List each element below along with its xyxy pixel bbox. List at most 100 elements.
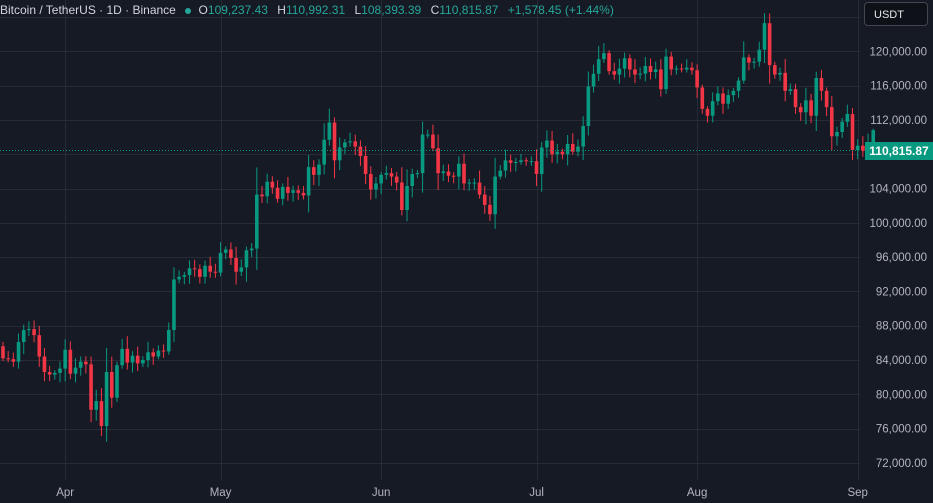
candle-body	[498, 170, 503, 177]
candle	[643, 57, 648, 82]
candle-body	[78, 361, 83, 368]
candle	[151, 348, 156, 365]
candle-body	[695, 70, 699, 88]
candle-body	[6, 358, 10, 360]
candle	[47, 365, 52, 382]
candle-body	[612, 71, 617, 75]
candle-body	[819, 78, 824, 91]
candle	[861, 136, 865, 157]
candle-body	[679, 68, 684, 70]
candle	[343, 139, 347, 155]
time-axis[interactable]: Apr May Jun Jul Aug Sep	[56, 487, 868, 499]
candle-body	[358, 146, 363, 156]
candle	[659, 59, 663, 97]
candle	[78, 356, 83, 376]
candle	[223, 246, 228, 260]
candle	[622, 52, 627, 78]
candle-body	[736, 80, 741, 91]
candle	[322, 123, 326, 175]
candle-body	[576, 146, 580, 152]
y-tick-label: 104,000.00	[869, 184, 927, 196]
candle	[814, 71, 819, 132]
candle	[451, 172, 456, 184]
candle	[27, 321, 31, 336]
low-label: L	[354, 3, 362, 17]
candle	[462, 153, 466, 191]
candle-body	[213, 271, 218, 273]
candle-body	[503, 160, 508, 171]
candle-body	[633, 69, 637, 75]
candle-body	[835, 132, 839, 137]
candle-body	[731, 90, 736, 96]
currency-button[interactable]: USDT	[864, 2, 928, 26]
candle-body	[602, 53, 606, 60]
candle-body	[187, 268, 192, 276]
candle	[130, 351, 135, 373]
y-tick-label: 72,000.00	[876, 458, 927, 470]
candle-body	[99, 401, 104, 426]
candle	[374, 177, 378, 199]
candle-body	[115, 365, 119, 398]
candle	[488, 196, 492, 221]
candle-body	[488, 204, 492, 215]
price-axis[interactable]: 72,000.00 76,000.00 80,000.00 84,000.00 88,0…	[869, 12, 927, 470]
candle	[353, 134, 358, 155]
candle	[389, 168, 394, 186]
candle	[203, 260, 207, 284]
candle-body	[674, 68, 679, 70]
candle	[529, 156, 534, 166]
candle	[425, 129, 430, 139]
candle	[296, 185, 301, 200]
candle-body	[363, 156, 368, 174]
candle-body	[410, 174, 415, 186]
candle	[229, 242, 233, 265]
candle	[436, 134, 440, 191]
candle-body	[415, 173, 420, 175]
candle-body	[716, 93, 720, 102]
candle	[306, 155, 311, 213]
candle-body	[669, 56, 674, 70]
candle-body	[11, 359, 16, 362]
candle	[327, 108, 332, 146]
candle-body	[653, 69, 658, 72]
candle	[172, 267, 176, 342]
candle	[104, 347, 109, 442]
y-tick-label: 92,000.00	[876, 286, 927, 298]
candle-body	[275, 187, 280, 199]
candle	[690, 62, 694, 75]
candle	[99, 388, 104, 436]
candle	[457, 156, 461, 190]
candle-body	[182, 275, 187, 277]
close-value: 110,815.87	[439, 3, 499, 17]
candle-body	[871, 130, 876, 144]
candle	[596, 45, 601, 82]
candle	[669, 51, 674, 76]
x-tick-label: Jun	[372, 487, 391, 499]
candle-body	[627, 58, 632, 70]
y-tick-label: 120,000.00	[869, 46, 927, 58]
candle	[824, 87, 829, 117]
candle-body	[773, 65, 777, 75]
y-tick-label: 112,000.00	[870, 115, 927, 127]
candle	[177, 270, 181, 284]
candle-body	[337, 147, 342, 161]
candle-body	[32, 329, 36, 336]
candle-body	[581, 126, 585, 147]
candle	[21, 324, 26, 355]
candle	[368, 166, 373, 200]
candle	[312, 160, 316, 186]
candle-body	[322, 139, 326, 165]
symbol-title[interactable]: Bitcoin / TetherUS · 1D · Binance	[0, 3, 176, 17]
candle-body	[845, 114, 850, 122]
candle-body	[783, 72, 787, 91]
candle	[809, 93, 813, 124]
candle	[586, 71, 591, 136]
candle-body	[198, 269, 202, 277]
candle	[379, 172, 383, 195]
candle	[503, 149, 508, 178]
close-label: C	[430, 3, 440, 17]
candle	[508, 154, 513, 172]
candle-body	[809, 100, 813, 116]
candle	[198, 264, 202, 284]
